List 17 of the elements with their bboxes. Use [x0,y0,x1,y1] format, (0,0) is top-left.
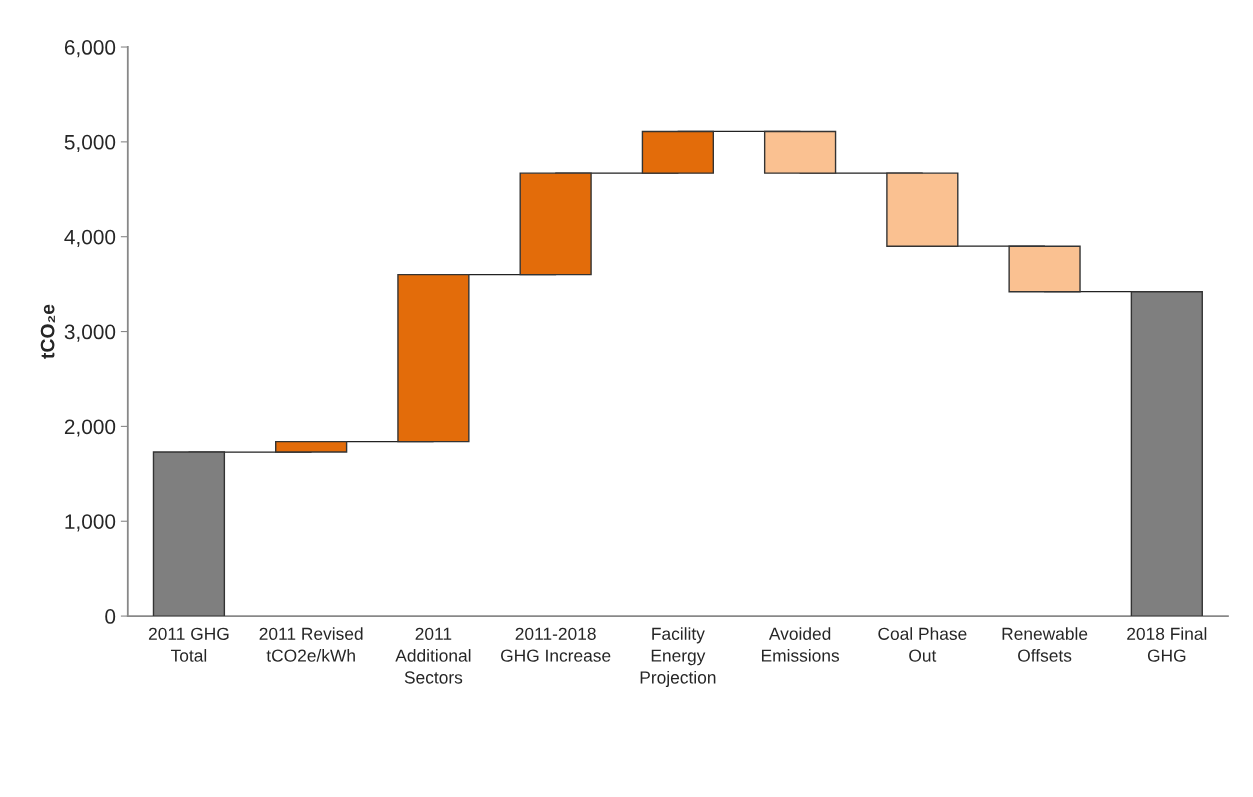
x-tick-label: Avoided Emissions [761,627,840,662]
x-tick-label: Renewable Offsets [1002,627,1088,662]
x-tick-label: 2011 Revised tCO2e/kWh [259,627,363,662]
x-tick-label: Facility Energy Projection [640,627,716,688]
y-tick-label: 6,000 [64,40,116,58]
y-tick-label: 2,000 [64,419,116,437]
x-tick-label: 2011 GHG Total [148,627,229,662]
x-tick-label: 2011 Additional Sectors [395,627,471,684]
x-tick-label: 2011-2018 GHG Increase [501,627,611,662]
y-axis-title: tCO₂e [40,304,55,359]
y-tick-label: 4,000 [64,229,116,247]
x-tick-label: 2018 Final GHG [1127,627,1207,662]
y-tick-label: 5,000 [64,134,116,153]
y-tick-label: 1,000 [65,514,116,532]
y-tick-label: 0 [105,609,116,624]
x-tick-label: Coal Phase Out [878,627,967,662]
y-tick-label: 3,000 [64,324,116,342]
